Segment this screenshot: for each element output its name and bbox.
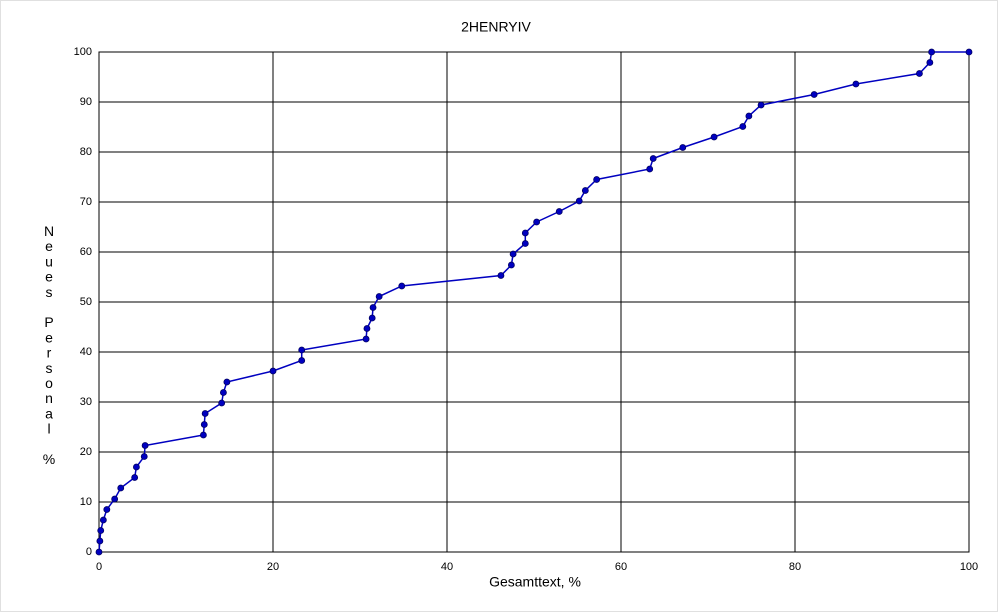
x-tick-label: 40	[441, 561, 453, 573]
point	[131, 474, 139, 481]
point	[218, 399, 226, 407]
y-tick-label: 70	[80, 196, 92, 208]
point	[362, 335, 370, 343]
point	[201, 410, 209, 417]
point	[368, 314, 376, 322]
point	[926, 59, 934, 66]
y-tick-label: 60	[80, 246, 92, 258]
point	[99, 516, 107, 524]
point	[398, 282, 406, 290]
point	[916, 70, 923, 77]
point	[509, 250, 517, 258]
point	[298, 346, 306, 354]
y-tick-label: 80	[80, 146, 92, 158]
y-tick-label: 30	[80, 396, 92, 408]
point	[111, 495, 119, 503]
point	[369, 304, 377, 311]
point	[575, 197, 583, 205]
point	[96, 537, 104, 545]
point	[133, 463, 140, 471]
x-tick-label: 100	[960, 561, 978, 573]
x-tick-label: 0	[96, 561, 102, 573]
y-tick-label: 10	[80, 496, 92, 508]
y-tick-label: 40	[80, 346, 92, 358]
y-tick-label: 50	[80, 296, 92, 308]
chart-title: 2HENRYIV	[461, 19, 531, 35]
point	[117, 484, 125, 492]
point	[593, 176, 601, 183]
y-tick-label: 20	[80, 446, 92, 458]
point	[810, 91, 818, 98]
point	[521, 240, 529, 247]
plot-border	[98, 51, 970, 553]
y-tick-label: 0	[86, 546, 92, 558]
point	[649, 155, 657, 162]
x-tick-label: 60	[615, 561, 627, 573]
point	[497, 272, 505, 279]
point	[141, 442, 149, 449]
x-axis-label: Gesamttext, %	[489, 574, 581, 590]
x-tick-label: 20	[267, 561, 279, 573]
point	[533, 218, 541, 226]
point	[581, 187, 589, 194]
x-tick-label: 80	[789, 561, 801, 573]
point	[965, 48, 973, 56]
point	[103, 506, 111, 513]
y-tick-label: 90	[80, 96, 92, 108]
point	[220, 389, 227, 396]
point	[710, 133, 718, 141]
point	[555, 208, 563, 215]
point	[679, 144, 687, 151]
point	[852, 80, 860, 88]
point	[757, 101, 765, 109]
point	[521, 229, 529, 237]
point	[507, 261, 515, 269]
point	[95, 548, 103, 556]
point	[646, 165, 654, 173]
point	[739, 123, 747, 130]
point	[298, 357, 306, 364]
point	[745, 112, 753, 120]
point	[200, 421, 208, 428]
point	[223, 378, 231, 386]
y-tick-label: 100	[74, 46, 92, 58]
point	[140, 453, 148, 460]
point	[363, 325, 371, 332]
point	[375, 293, 383, 300]
point	[97, 527, 105, 534]
point	[199, 431, 207, 439]
point	[928, 48, 935, 56]
point	[269, 367, 277, 375]
